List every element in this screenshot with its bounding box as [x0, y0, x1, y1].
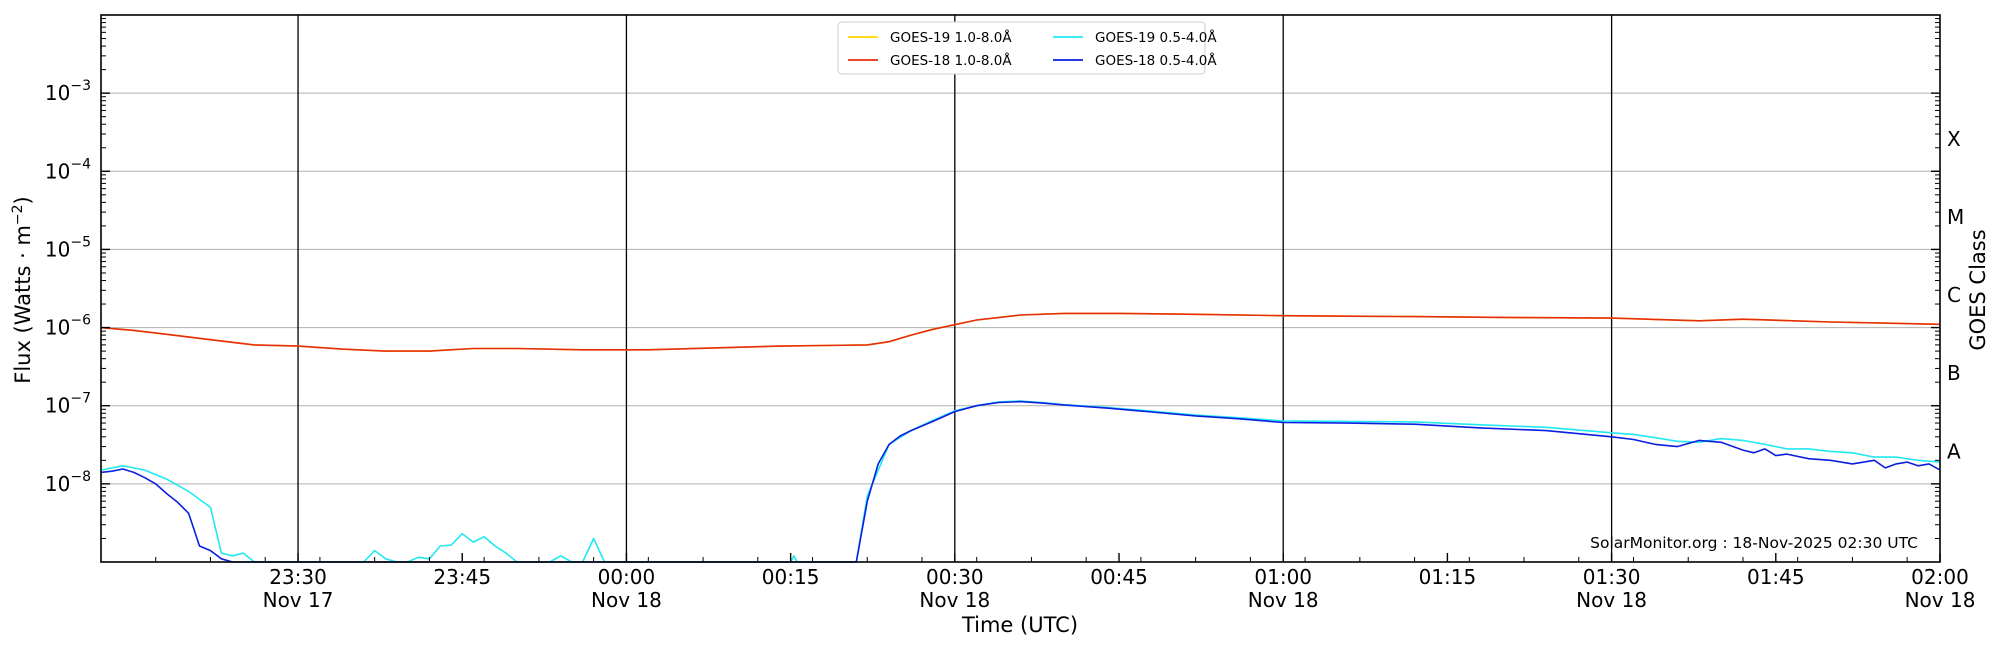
x-tick-time-label: 23:30: [269, 565, 327, 589]
y-tick-label: 10−7: [45, 391, 91, 418]
y-tick-base: 10: [45, 237, 70, 261]
goes-class-labels: A B C M X: [1947, 127, 1964, 464]
goes-class-b-label: B: [1947, 361, 1961, 385]
y-tick-exponent: −7: [70, 391, 91, 407]
axis-ticks: [100, 18, 1941, 562]
y-tick-base: 10: [45, 159, 70, 183]
x-tick-date-label: Nov 18: [919, 588, 990, 612]
date-marker-lines: [297, 15, 1613, 562]
y-tick-base: 10: [45, 472, 70, 496]
y-tick-exponent: −8: [70, 469, 91, 485]
y-axis-label-right: GOES Class: [1966, 229, 1990, 350]
y-tick-exponent: −5: [70, 234, 91, 250]
y-tick-label: 10−5: [45, 234, 91, 261]
x-tick-time-label: 00:30: [926, 565, 984, 589]
x-tick-time-label: 00:45: [1090, 565, 1148, 589]
series-line-1: [100, 312, 1941, 352]
goes-class-a-label: A: [1947, 439, 1961, 463]
x-tick-time-label: 23:45: [433, 565, 491, 589]
x-axis-label: Time (UTC): [961, 613, 1078, 637]
y-tick-base: 10: [45, 394, 70, 418]
goes-class-x-label: X: [1947, 127, 1961, 151]
y-tick-exponent: −4: [70, 156, 91, 172]
x-tick-date-label: Nov 18: [591, 588, 662, 612]
grid-lines: [101, 92, 1940, 485]
y-axis-label-main: Flux (Watts · m: [11, 225, 35, 384]
goes-class-m-label: M: [1947, 205, 1964, 229]
y-tick-base: 10: [45, 81, 70, 105]
x-tick-time-label: 00:15: [762, 565, 820, 589]
x-tick-time-label: 00:00: [598, 565, 656, 589]
credit-text: SolarMonitor.org : 18-Nov-2025 02:30 UTC: [1590, 534, 1918, 552]
x-tick-time-label: 01:45: [1747, 565, 1805, 589]
x-tick-time-label: 01:30: [1583, 565, 1641, 589]
y-tick-labels: 10−810−710−610−510−410−3: [45, 78, 91, 496]
legend: GOES-19 1.0-8.0Å GOES-18 1.0-8.0Å GOES-19 …: [837, 21, 1217, 75]
y-tick-label: 10−3: [45, 78, 91, 105]
legend-entry-label: GOES-18 0.5-4.0Å: [1095, 52, 1217, 69]
legend-entry-label: GOES-18 1.0-8.0Å: [890, 52, 1012, 69]
x-tick-time-label: 01:00: [1254, 565, 1312, 589]
y-tick-exponent: −6: [70, 313, 91, 329]
y-axis-label: Flux (Watts · m−2): [10, 196, 35, 384]
flux-series: [100, 312, 1941, 563]
legend-entry-label: GOES-19 1.0-8.0Å: [890, 29, 1012, 46]
y-tick-label: 10−4: [45, 156, 91, 183]
x-tick-date-label: Nov 17: [263, 588, 334, 612]
x-tick-time-label: 02:00: [1911, 565, 1969, 589]
y-tick-label: 10−6: [45, 313, 91, 340]
goes-class-c-label: C: [1947, 283, 1961, 307]
x-tick-date-label: Nov 18: [1248, 588, 1319, 612]
plot-frame: [100, 14, 1941, 563]
x-tick-date-label: Nov 18: [1905, 588, 1976, 612]
legend-box: [837, 21, 1206, 75]
y-axis-label-exponent: −2: [10, 204, 26, 225]
y-axis-label-close: ): [11, 196, 35, 204]
y-tick-label: 10−8: [45, 469, 91, 496]
y-tick-base: 10: [45, 316, 70, 340]
series-line-3: [100, 400, 1941, 563]
legend-entry-label: GOES-19 0.5-4.0Å: [1095, 29, 1217, 46]
x-tick-date-label: Nov 18: [1576, 588, 1647, 612]
y-tick-exponent: −3: [70, 78, 91, 94]
x-tick-time-label: 01:15: [1419, 565, 1477, 589]
